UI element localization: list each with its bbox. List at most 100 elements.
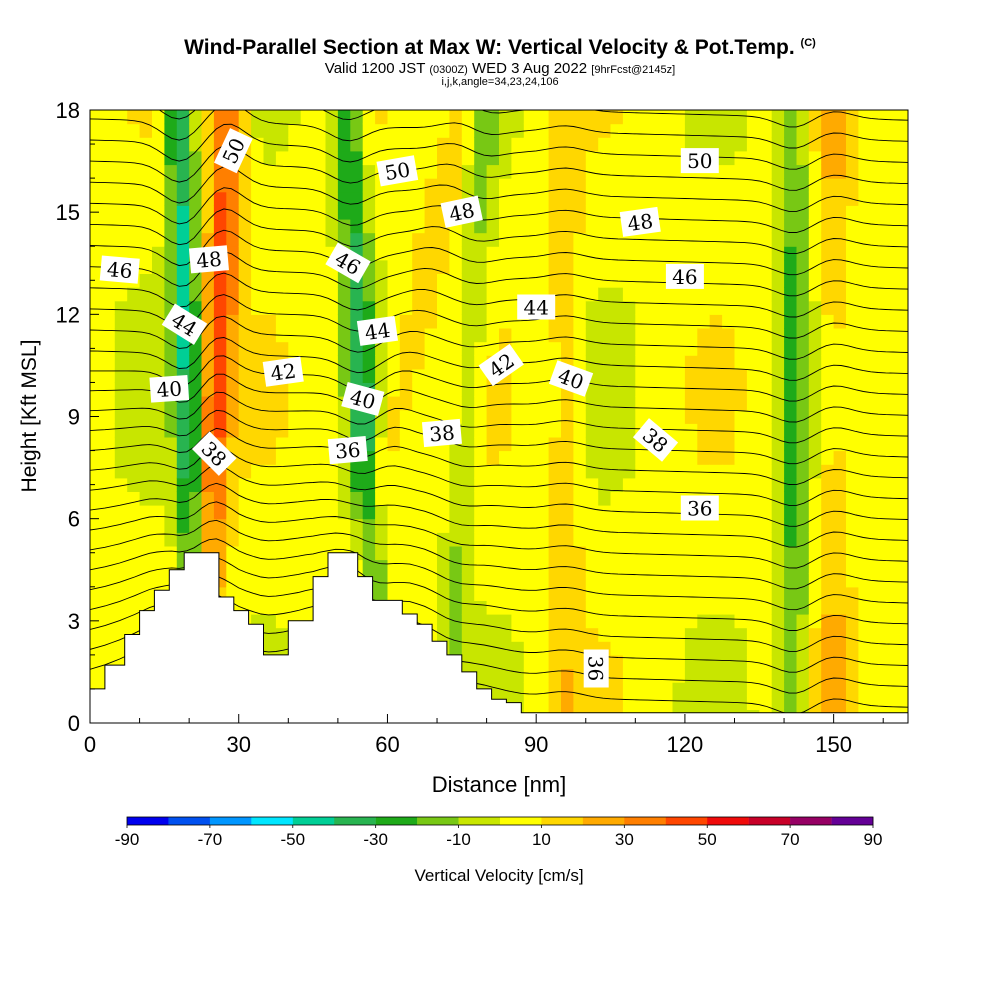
- velocity-cell: [164, 477, 178, 492]
- velocity-cell: [424, 232, 438, 247]
- velocity-cell: [697, 668, 711, 683]
- velocity-cell: [709, 300, 723, 315]
- velocity-cell: [288, 232, 302, 247]
- velocity-cell: [102, 423, 116, 438]
- velocity-cell: [176, 137, 190, 152]
- velocity-cell: [399, 110, 413, 125]
- velocity-cell: [722, 368, 736, 383]
- velocity-cell: [226, 259, 240, 274]
- velocity-cell: [883, 505, 897, 520]
- velocity-cell: [746, 464, 760, 479]
- velocity-cell: [164, 491, 178, 506]
- velocity-cell: [709, 477, 723, 492]
- velocity-cell: [152, 137, 165, 152]
- velocity-cell: [486, 205, 500, 220]
- velocity-cell: [573, 695, 587, 710]
- velocity-cell: [139, 355, 153, 370]
- velocity-cell: [474, 396, 488, 411]
- velocity-cell: [759, 436, 773, 452]
- isentrope-line: [90, 538, 908, 611]
- velocity-cell: [672, 219, 686, 234]
- velocity-cell: [573, 573, 587, 588]
- velocity-cell: [313, 273, 327, 288]
- velocity-cell: [213, 110, 227, 125]
- velocity-cell: [858, 314, 872, 329]
- velocity-cell: [263, 205, 277, 220]
- velocity-cell: [275, 559, 289, 574]
- velocity-cell: [746, 614, 760, 629]
- velocity-cell: [362, 205, 376, 220]
- velocity-cell: [858, 205, 872, 220]
- velocity-cell: [635, 191, 649, 206]
- velocity-cell: [895, 600, 908, 615]
- velocity-cell: [722, 491, 736, 506]
- velocity-cell: [189, 382, 203, 397]
- velocity-cell: [895, 436, 908, 452]
- velocity-cell: [585, 586, 599, 601]
- velocity-cell: [288, 450, 302, 465]
- velocity-cell: [883, 259, 897, 274]
- velocity-cell: [598, 423, 612, 438]
- velocity-cell: [610, 491, 624, 506]
- velocity-cell: [486, 219, 500, 234]
- velocity-cell: [486, 178, 500, 193]
- velocity-cell: [288, 586, 302, 601]
- velocity-cell: [102, 137, 116, 152]
- velocity-cell: [561, 423, 574, 438]
- velocity-cell: [585, 259, 599, 274]
- velocity-cell: [771, 436, 785, 452]
- velocity-cell: [709, 682, 723, 697]
- velocity-cell: [375, 436, 389, 452]
- velocity-cell: [598, 396, 612, 411]
- y-tick-label: 0: [68, 711, 80, 736]
- velocity-cell: [114, 287, 128, 302]
- velocity-cell: [251, 477, 265, 492]
- velocity-cell: [808, 409, 822, 424]
- velocity-cell: [288, 423, 302, 438]
- velocity-cell: [833, 178, 847, 193]
- velocity-cell: [474, 614, 488, 629]
- velocity-cell: [684, 341, 698, 356]
- velocity-cell: [288, 559, 302, 574]
- velocity-cell: [722, 110, 736, 125]
- velocity-cell: [449, 573, 463, 588]
- velocity-cell: [833, 191, 847, 206]
- velocity-cell: [858, 219, 872, 234]
- velocity-cell: [622, 287, 636, 302]
- velocity-cell: [548, 559, 562, 574]
- velocity-cell: [610, 219, 624, 234]
- velocity-cell: [722, 396, 736, 411]
- velocity-cell: [164, 287, 178, 302]
- velocity-cell: [474, 436, 488, 452]
- x-tick-label: 150: [815, 732, 852, 757]
- velocity-cell: [176, 518, 190, 533]
- velocity-cell: [399, 355, 413, 370]
- velocity-cell: [746, 586, 760, 601]
- velocity-cell: [660, 695, 674, 710]
- velocity-cell: [127, 464, 141, 479]
- velocity-cell: [412, 450, 426, 465]
- velocity-cell: [300, 573, 314, 588]
- velocity-cell: [635, 328, 649, 343]
- velocity-cell: [461, 368, 475, 383]
- velocity-cell: [102, 409, 116, 424]
- velocity-cell: [238, 300, 252, 315]
- velocity-cell: [821, 477, 835, 492]
- velocity-cell: [486, 191, 500, 206]
- velocity-cell: [709, 586, 723, 601]
- velocity-cell: [697, 178, 711, 193]
- velocity-cell: [895, 614, 908, 629]
- velocity-cell: [561, 477, 574, 492]
- velocity-cell: [412, 110, 426, 125]
- velocity-cell: [870, 368, 884, 383]
- velocity-cell: [784, 464, 798, 479]
- velocity-cell: [399, 137, 413, 152]
- velocity-cell: [424, 178, 438, 193]
- velocity-cell: [734, 273, 748, 288]
- velocity-cell: [189, 205, 203, 220]
- velocity-cell: [523, 450, 537, 465]
- colorbar-tick-label: -10: [446, 830, 471, 849]
- velocity-cell: [759, 682, 773, 697]
- velocity-cell: [449, 464, 463, 479]
- velocity-cell: [325, 178, 339, 193]
